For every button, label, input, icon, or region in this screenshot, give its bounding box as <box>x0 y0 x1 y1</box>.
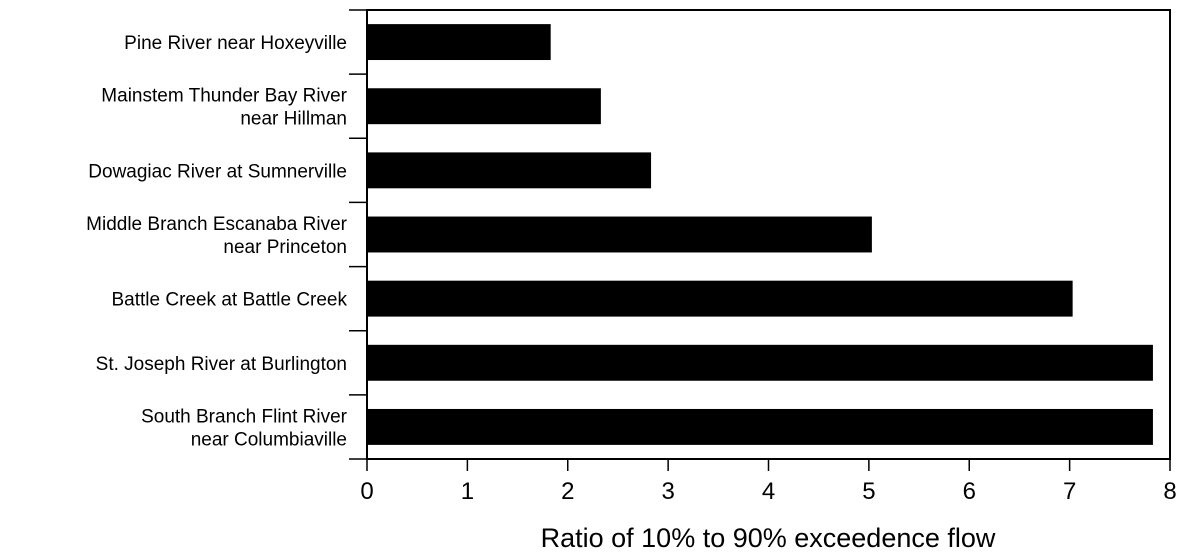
category-label: Pine River near Hoxeyville <box>124 33 347 54</box>
bar <box>367 88 601 125</box>
x-tick-label: 3 <box>661 478 674 505</box>
category-label: South Branch Flint River <box>141 406 348 427</box>
x-tick-label: 8 <box>1163 478 1176 505</box>
bar <box>367 24 551 61</box>
x-tick-label: 1 <box>461 478 474 505</box>
x-ticks: 0 1 2 3 4 5 6 7 8 <box>360 459 1177 505</box>
x-tick-label: 7 <box>1063 478 1076 505</box>
x-axis-title: Ratio of 10% to 90% exceedence flow <box>541 523 996 553</box>
category-label: near Hillman <box>240 109 347 130</box>
category-label: Battle Creek at Battle Creek <box>112 290 348 311</box>
bar <box>367 408 1153 445</box>
x-tick-label: 0 <box>360 478 373 505</box>
category-label: Middle Branch Escanaba River <box>86 214 348 235</box>
bar <box>367 280 1073 317</box>
category-label: St. Joseph River at Burlington <box>96 354 347 375</box>
bar <box>367 152 652 189</box>
bar <box>367 216 872 253</box>
category-label: Mainstem Thunder Bay River <box>101 86 347 107</box>
category-label: near Columbiaville <box>191 429 347 450</box>
category-labels: Pine River near Hoxeyville Mainstem Thund… <box>86 33 348 450</box>
category-label: near Princeton <box>223 237 347 258</box>
bars-group <box>367 24 1153 445</box>
category-label: Dowagiac River at Sumnerville <box>88 161 347 182</box>
x-tick-label: 5 <box>862 478 875 505</box>
x-tick-label: 2 <box>561 478 574 505</box>
bar <box>367 344 1153 381</box>
x-tick-label: 6 <box>963 478 976 505</box>
x-tick-label: 4 <box>762 478 775 505</box>
y-tick-marks <box>349 9 367 460</box>
